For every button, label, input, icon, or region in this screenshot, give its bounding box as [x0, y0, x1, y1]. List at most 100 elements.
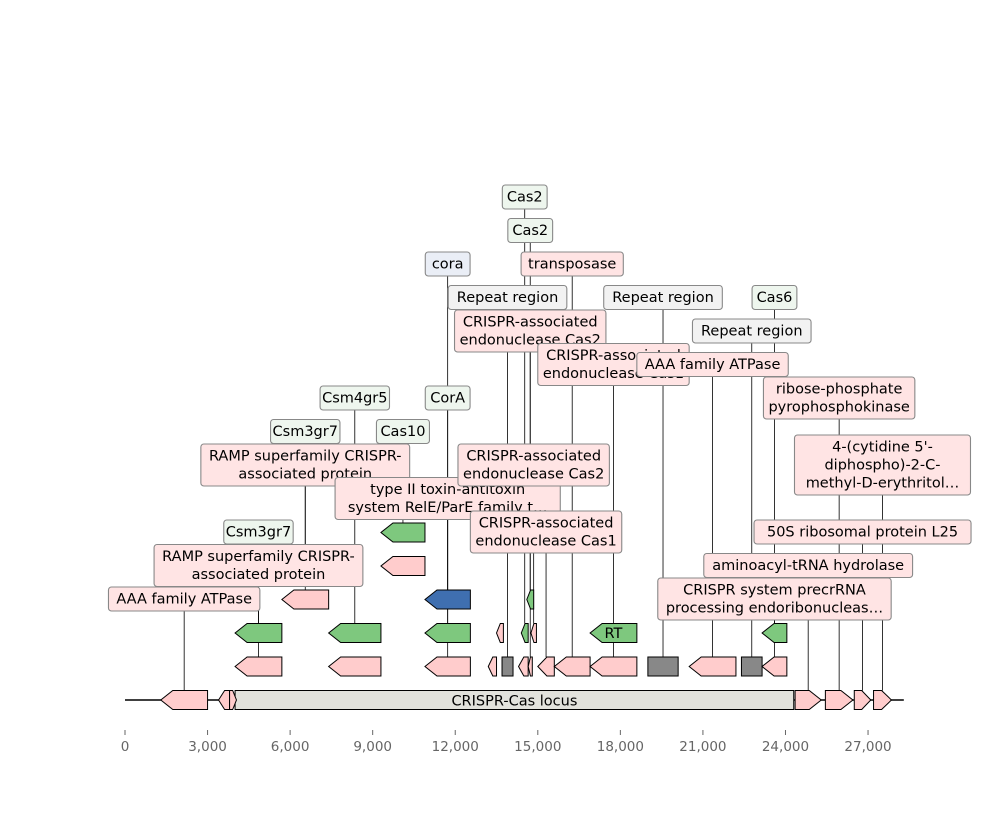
feature-f26: [589, 623, 638, 643]
axis-tick-label: 15,000: [514, 739, 561, 755]
feature-f28: [688, 656, 737, 677]
label-box: [334, 476, 561, 521]
label-box: [762, 376, 916, 420]
label-text: 4-(cytidine 5'-diphospho)-2-C-methyl-D-e…: [806, 440, 960, 492]
feature-f12: [424, 656, 471, 677]
label-f21: Cas2: [507, 217, 554, 244]
feature-f15: [487, 656, 498, 677]
label-f17: Repeat region: [447, 284, 568, 311]
label-f31: Cas6: [751, 284, 798, 311]
label-text: Repeat region: [612, 290, 714, 306]
label-f19: Cas2: [501, 184, 548, 210]
label-f29: Repeat region: [691, 318, 812, 344]
feature-f16: [495, 623, 504, 643]
label-f6: RAMP superfamily CRISPR-associated prote…: [200, 443, 411, 487]
label-text: CRISPR-associated endonuclease Cas1: [475, 516, 616, 550]
axis-tick-label: 12,000: [432, 739, 479, 755]
label-text: Csm3gr7: [273, 424, 338, 440]
feature-f23: [537, 656, 555, 677]
label-text: Cas10: [380, 424, 425, 440]
feature-f14: [424, 589, 471, 610]
label-text: Cas2: [512, 223, 548, 239]
label-text: Repeat region: [457, 290, 559, 306]
feature-f17: [501, 656, 514, 677]
feature-inline-label: RT: [605, 626, 623, 642]
label-box: [636, 351, 789, 378]
label-f4: RAMP superfamily CRISPR-associated prote…: [153, 543, 364, 588]
label-text: Repeat region: [701, 324, 803, 340]
feature-f9: [327, 623, 382, 643]
label-box: [424, 385, 471, 411]
label-f23: CRISPR-associated endonuclease Cas1: [469, 510, 623, 554]
label-box: [751, 284, 798, 311]
label-f27: Repeat region: [603, 284, 723, 311]
label-box: [501, 184, 548, 210]
label-text: ribose-phosphate pyrophosphokinase: [768, 382, 909, 416]
label-box: [793, 434, 972, 496]
feature-f29: [740, 656, 763, 677]
label-box: [603, 284, 723, 311]
feature-f19: [520, 623, 529, 643]
label-f30: CRISPR system precrRNA processing endorib…: [657, 577, 892, 621]
label-box: [223, 519, 294, 545]
label-f7: Csm3gr7: [270, 418, 341, 445]
label-f9: Csm4gr5: [319, 385, 391, 411]
label-text: CorA: [430, 391, 465, 407]
label-f35: 4-(cytidine 5'-diphospho)-2-C-methyl-D-e…: [793, 434, 972, 496]
label-box: [507, 217, 554, 244]
label-f1: AAA family ATPase: [107, 586, 261, 612]
label-box: [424, 251, 471, 277]
axis-tick-label: 3,000: [188, 739, 227, 755]
feature-f25: [589, 656, 638, 677]
label-f22: CRISPR-associated endonuclease Cas2: [457, 443, 610, 487]
axis-tick-label: 27,000: [844, 739, 891, 755]
feature-f11: [380, 522, 426, 543]
feature-f20: [527, 656, 533, 677]
label-box: [453, 309, 607, 353]
position-axis: 0 3,000 6,000 9,000 12,000 15,000 18,000 21,000…: [121, 730, 892, 755]
feature-f4: [234, 656, 283, 677]
label-f14: cora: [424, 251, 471, 277]
axis-tick-label: 18,000: [597, 739, 644, 755]
feature-f13: [424, 623, 471, 643]
axis-tick-label: 9,000: [353, 739, 392, 755]
label-f28: AAA family ATPase: [636, 351, 789, 378]
feature-f35: [873, 690, 893, 710]
label-f24: transposase: [520, 251, 624, 277]
feature-f22: [530, 623, 537, 643]
feature-f6: [281, 589, 330, 610]
feature-f8: [327, 656, 382, 677]
feature-f10: [380, 556, 426, 576]
label-box: [375, 418, 431, 445]
axis-tick-label: 6,000: [271, 739, 310, 755]
label-f11: Cas10: [375, 418, 431, 445]
feature-f3: [229, 690, 237, 710]
label-text: Cas6: [757, 290, 793, 306]
axis-tick-label: 21,000: [679, 739, 726, 755]
label-text: Cas2: [507, 190, 543, 206]
label-text: aminoacyl-tRNA hydrolase: [712, 558, 904, 574]
feature-f21: [526, 589, 535, 610]
label-text: cora: [432, 257, 464, 273]
label-f32: aminoacyl-tRNA hydrolase: [703, 552, 914, 579]
feature-f27: [647, 656, 679, 677]
label-text: transposase: [528, 257, 616, 273]
label-f5: Csm3gr7: [223, 519, 294, 545]
label-f33: ribose-phosphate pyrophosphokinase: [762, 376, 916, 420]
label-box: [270, 418, 341, 445]
label-text: Csm3gr7: [226, 525, 291, 541]
label-box: [520, 251, 624, 277]
label-text: 50S ribosomal protein L25: [767, 525, 958, 541]
label-text: AAA family ATPase: [645, 357, 781, 373]
label-text: AAA family ATPase: [116, 592, 252, 608]
feature-f5: [234, 623, 283, 643]
feature-f33: [824, 690, 854, 710]
feature-f30: [761, 656, 788, 677]
feature-f31: [761, 623, 788, 643]
crispr-cas-locus-label: CRISPR-Cas locus: [451, 694, 577, 710]
axis-tick-label: 24,000: [762, 739, 809, 755]
label-box: [469, 510, 623, 554]
label-text: CRISPR system precrRNA processing endorib…: [666, 583, 883, 617]
